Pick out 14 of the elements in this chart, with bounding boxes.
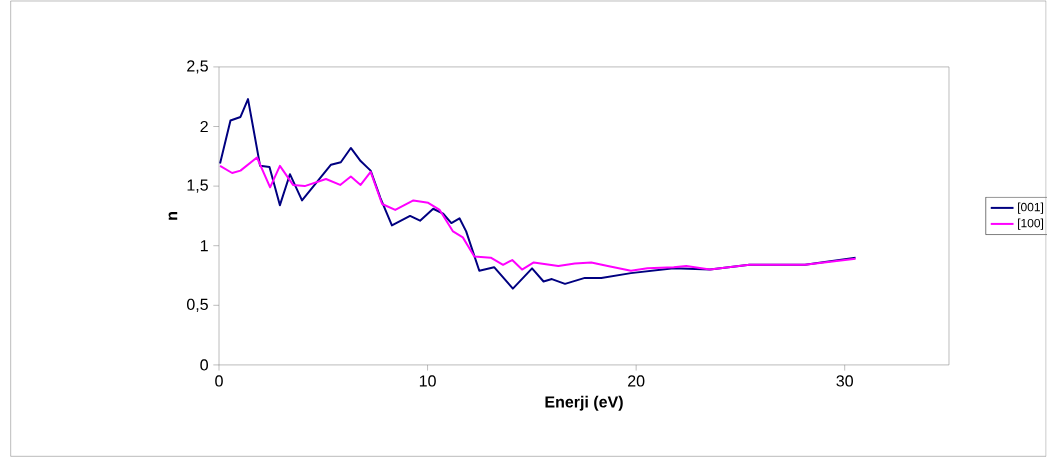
y-tick-label: 2,5	[187, 60, 208, 74]
x-tick-label: 0	[215, 375, 223, 387]
y-tick-label: 2	[200, 120, 208, 133]
legend-label: [001]	[1018, 202, 1044, 214]
x-tick-label: 10	[419, 375, 436, 387]
y-tick-label: 0	[200, 359, 208, 371]
y-tick-label: 1	[200, 240, 208, 252]
x-axis-title: Enerji (eV)	[545, 395, 623, 411]
y-tick-label: 1,5	[187, 179, 208, 193]
legend-label: [100]	[1018, 218, 1044, 230]
x-tick-label: 30	[836, 375, 853, 387]
y-tick-label: 0,5	[186, 298, 208, 312]
y-axis-title: n	[168, 212, 178, 220]
x-tick-label: 20	[628, 375, 645, 387]
